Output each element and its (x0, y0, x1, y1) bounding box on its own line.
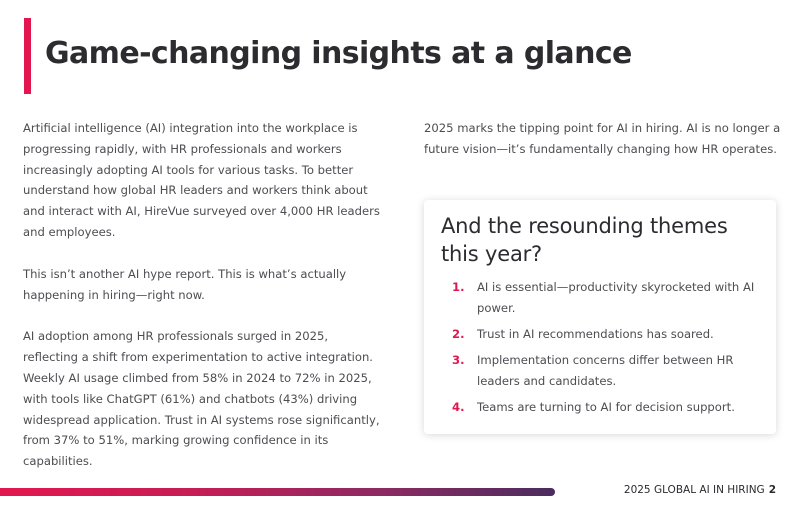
hype-paragraph: This isn’t another AI hype report. This … (23, 266, 347, 302)
left-column: Artificial intelligence (AI) integration… (23, 118, 383, 493)
list-item: 3. Implementation concerns differ betwee… (441, 350, 760, 392)
list-item-text: Trust in AI recommendations has soared. (477, 327, 714, 341)
page-number: 2 (768, 484, 776, 496)
title-accent-bar (24, 18, 31, 94)
adoption-paragraph: AI adoption among HR professionals surge… (23, 329, 380, 469)
list-item: 4. Teams are turning to AI for decision … (441, 397, 760, 418)
list-item-number: 1. (452, 280, 465, 294)
tipping-point-paragraph: 2025 marks the tipping point for AI in h… (424, 121, 781, 156)
list-item: 1. AI is essential—productivity skyrocke… (441, 277, 760, 319)
list-item: 2. Trust in AI recommendations has soare… (441, 324, 760, 345)
list-item-text: Implementation concerns differ between H… (477, 353, 734, 388)
list-item-number: 4. (452, 400, 465, 414)
page-title: Game-changing insights at a glance (45, 36, 632, 71)
list-item-text: Teams are turning to AI for decision sup… (477, 400, 735, 414)
footer-report-title: 2025 GLOBAL AI IN HIRING (623, 484, 765, 496)
footer: 2025 GLOBAL AI IN HIRING 2 (624, 484, 776, 496)
intro-paragraph: Artificial intelligence (AI) integration… (23, 121, 380, 239)
footer-gradient-bar (0, 488, 555, 496)
themes-list: 1. AI is essential—productivity skyrocke… (441, 277, 760, 418)
themes-card: And the resounding themes this year? 1. … (424, 200, 776, 434)
list-item-number: 3. (452, 353, 465, 367)
list-item-text: AI is essential—productivity skyrocketed… (477, 280, 755, 315)
themes-heading: And the resounding themes this year? (441, 214, 728, 266)
list-item-number: 2. (452, 327, 465, 341)
